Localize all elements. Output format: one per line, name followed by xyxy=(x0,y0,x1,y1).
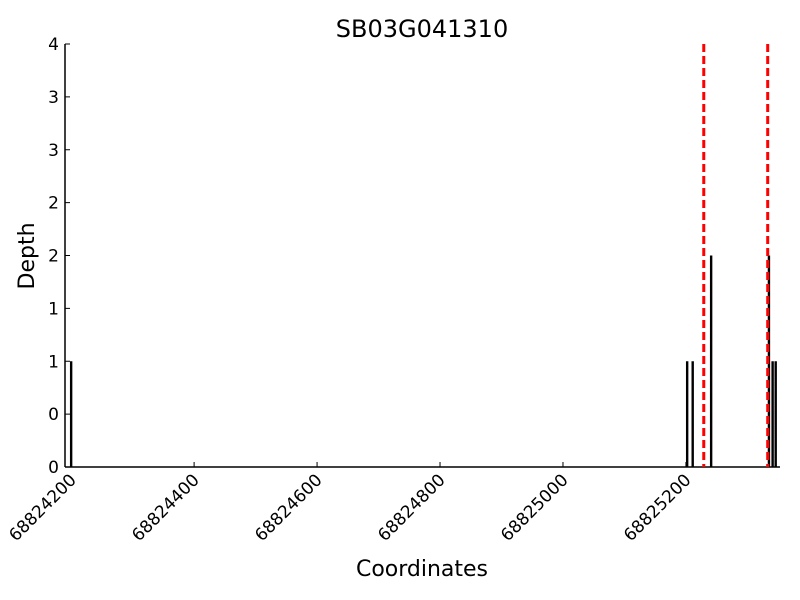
y-tick-label: 1 xyxy=(48,352,59,372)
bar xyxy=(691,361,694,467)
y-tick-label: 3 xyxy=(48,88,59,108)
bar xyxy=(69,361,73,467)
bar xyxy=(771,361,774,467)
bar xyxy=(774,361,777,467)
y-tick-label: 2 xyxy=(48,194,59,214)
x-tick-label: 68825000 xyxy=(497,470,572,545)
y-tick-label: 0 xyxy=(48,458,59,478)
bar xyxy=(709,255,713,467)
y-tick-label: 4 xyxy=(48,35,59,55)
y-tick-label: 1 xyxy=(48,299,59,319)
y-tick-label: 2 xyxy=(48,247,59,267)
y-tick-label: 3 xyxy=(48,141,59,161)
x-tick-label: 68824600 xyxy=(251,470,326,545)
x-tick-label: 68824400 xyxy=(128,470,203,545)
x-axis-label: Coordinates xyxy=(356,557,488,582)
chart-title: SB03G041310 xyxy=(336,15,508,43)
x-tick-label: 68825200 xyxy=(620,470,695,545)
x-tick-label: 68824800 xyxy=(374,470,449,545)
y-tick-label: 0 xyxy=(48,405,59,425)
x-tick-label: 68824200 xyxy=(5,470,80,545)
bar xyxy=(685,361,689,467)
y-axis-label: Depth xyxy=(15,222,40,289)
